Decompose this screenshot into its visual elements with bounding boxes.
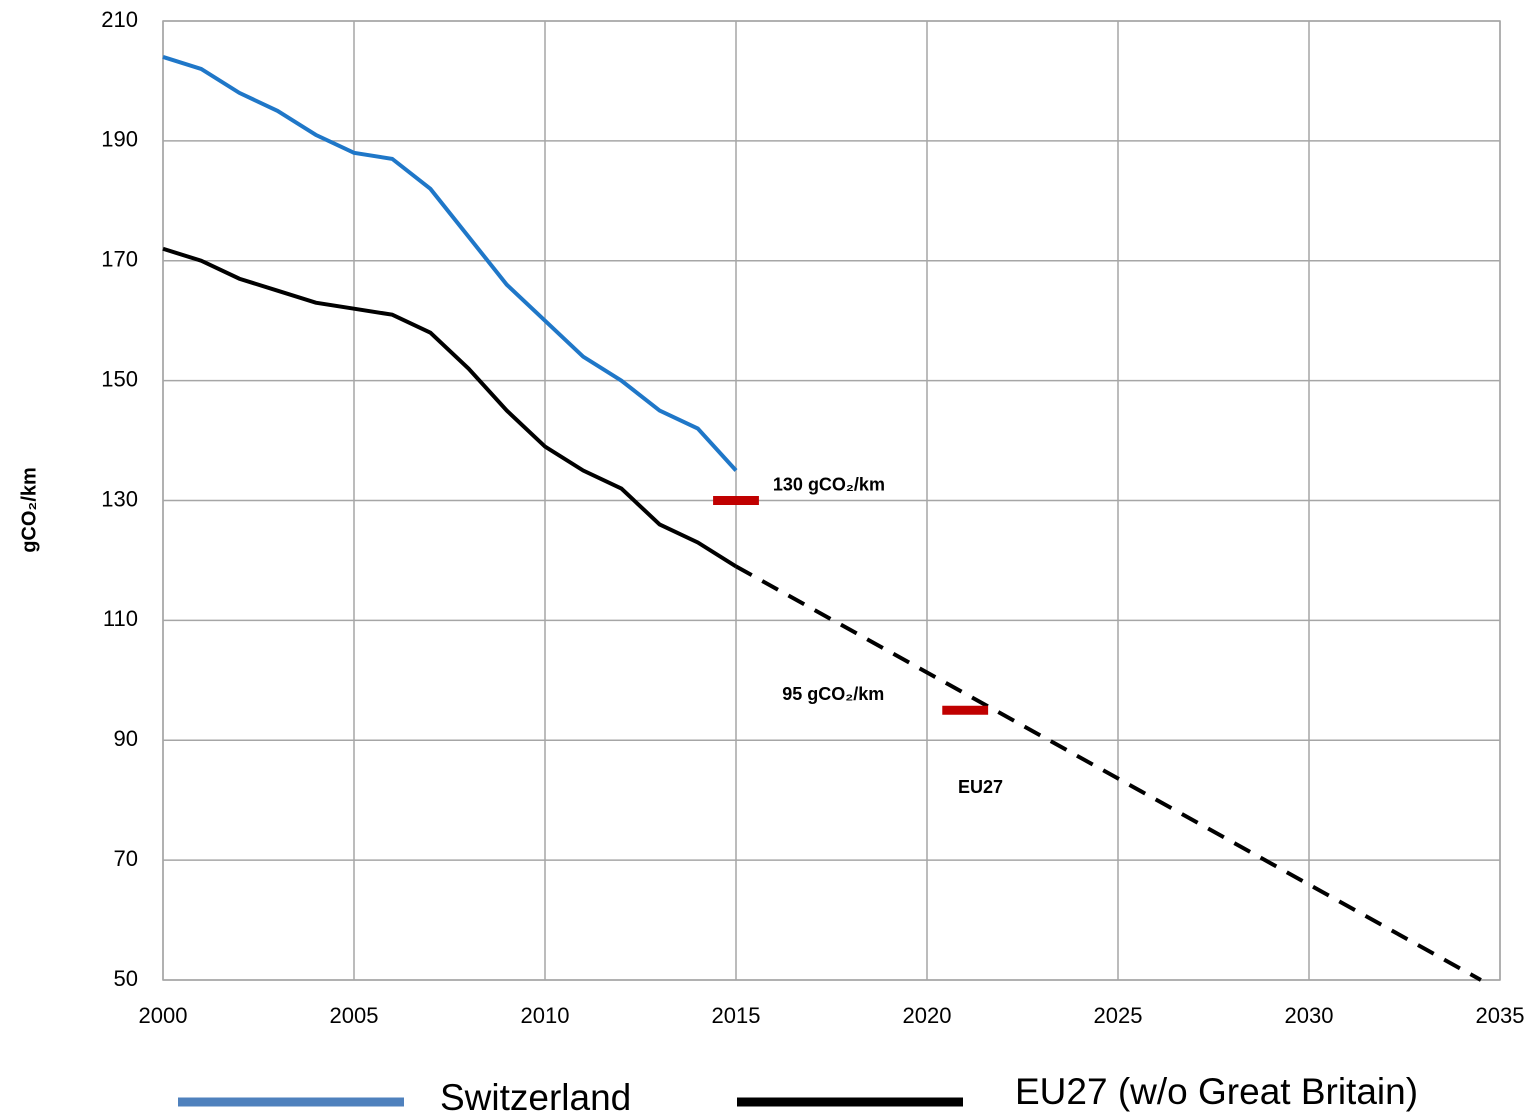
- y-tick-label: 130: [101, 486, 138, 511]
- plot-border: [162, 20, 1501, 981]
- target-label: 130 gCO₂/km: [773, 474, 885, 494]
- y-tick-label: 150: [101, 366, 138, 391]
- x-tick-label: 2010: [521, 1003, 570, 1028]
- y-tick-label: 90: [114, 726, 138, 751]
- y-tick-label: 210: [101, 7, 138, 32]
- data-line: [162, 246, 738, 569]
- annotation: EU27: [958, 777, 1003, 797]
- data-line: [735, 564, 1482, 982]
- legend-label: Switzerland: [440, 1077, 631, 1118]
- data-line: [162, 55, 738, 472]
- y-axis-label: gCO₂/km: [18, 467, 40, 553]
- y-tick-label: 50: [114, 966, 138, 991]
- x-tick-label: 2030: [1285, 1003, 1334, 1028]
- x-tick-label: 2025: [1094, 1003, 1143, 1028]
- legend-label: EU27 (w/o Great Britain): [1015, 1071, 1418, 1112]
- y-tick-label: 170: [101, 247, 138, 272]
- x-tick-label: 2035: [1476, 1003, 1525, 1028]
- y-tick-label: 190: [101, 127, 138, 152]
- x-tick-label: 2015: [712, 1003, 761, 1028]
- target-label: 95 gCO₂/km: [782, 684, 884, 704]
- y-tick-label: 70: [114, 846, 138, 871]
- x-tick-label: 2000: [139, 1003, 188, 1028]
- x-tick-label: 2020: [903, 1003, 952, 1028]
- x-tick-label: 2005: [330, 1003, 379, 1028]
- y-tick-label: 110: [103, 606, 138, 631]
